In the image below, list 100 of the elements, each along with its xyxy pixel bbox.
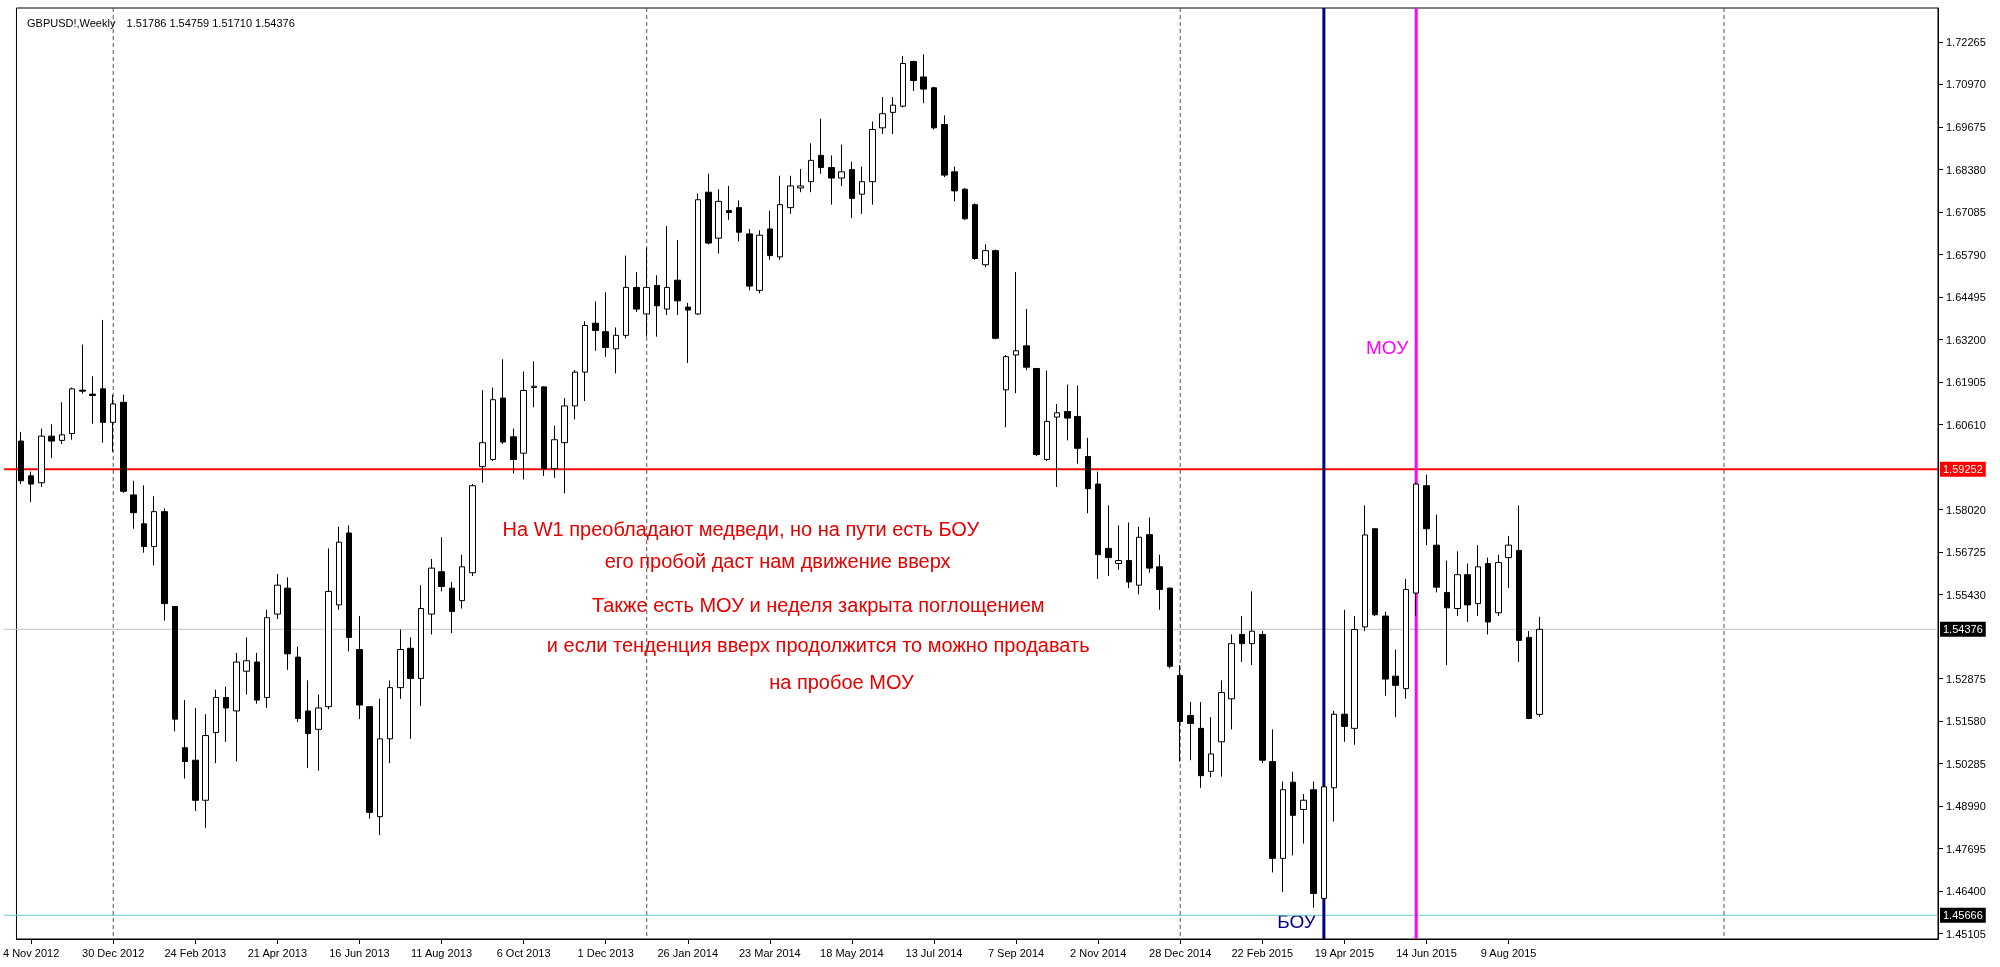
candlestick bbox=[1526, 630, 1532, 720]
candlestick bbox=[643, 247, 650, 338]
candlestick bbox=[787, 175, 794, 215]
candlestick bbox=[1403, 578, 1409, 700]
candlestick bbox=[182, 699, 188, 780]
candlestick bbox=[1126, 521, 1132, 589]
candlestick bbox=[633, 271, 640, 313]
candlestick bbox=[1187, 701, 1194, 761]
candlestick bbox=[931, 86, 937, 130]
candlestick bbox=[879, 96, 886, 135]
candlestick bbox=[941, 114, 948, 178]
x-tick-label: 14 Jun 2015 bbox=[1396, 946, 1457, 959]
candlestick bbox=[1064, 384, 1071, 441]
candlestick bbox=[1013, 271, 1019, 394]
candlestick bbox=[572, 369, 578, 420]
candlestick bbox=[951, 166, 958, 202]
candlestick bbox=[356, 615, 363, 720]
x-tick-label: 1 Dec 2013 bbox=[577, 946, 634, 959]
candlestick bbox=[325, 547, 332, 710]
candlestick bbox=[1239, 615, 1245, 663]
candlestick bbox=[254, 652, 260, 705]
candlestick bbox=[674, 239, 681, 316]
candlestick bbox=[469, 483, 476, 577]
candlestick bbox=[233, 652, 240, 763]
candlestick bbox=[1280, 781, 1286, 893]
candlestick bbox=[1351, 615, 1358, 746]
ref-line-label: 1.54376 bbox=[1943, 623, 1983, 636]
x-tick-label: 26 Jan 2014 bbox=[657, 946, 719, 959]
annotation: на пробое МОУ bbox=[769, 671, 914, 694]
candlestick bbox=[746, 228, 753, 291]
candlestick bbox=[777, 175, 783, 261]
candlestick bbox=[1136, 526, 1142, 595]
candlestick bbox=[1085, 437, 1091, 514]
y-tick-label: 1.68380 bbox=[1946, 163, 1986, 176]
candlestick bbox=[520, 370, 527, 480]
candlestick bbox=[613, 326, 619, 374]
candlestick bbox=[315, 694, 322, 772]
candlestick bbox=[1218, 679, 1225, 778]
candlestick bbox=[1228, 633, 1235, 730]
candlestick bbox=[1115, 524, 1122, 571]
candlestick bbox=[295, 646, 301, 723]
y-tick-label: 1.50285 bbox=[1946, 757, 1986, 770]
candlestick bbox=[1423, 474, 1430, 546]
candlestick bbox=[1516, 504, 1522, 663]
ref-line-label: БОУ bbox=[1277, 910, 1317, 932]
candlestick bbox=[1095, 471, 1101, 580]
candlestick bbox=[1054, 403, 1060, 488]
candlestick bbox=[715, 188, 722, 255]
candlestick bbox=[1249, 590, 1255, 666]
candlestick bbox=[1454, 550, 1461, 617]
x-tick-label: 2 Nov 2014 bbox=[1070, 946, 1127, 959]
candlestick bbox=[490, 387, 496, 462]
candlestick bbox=[685, 302, 691, 364]
candlestick bbox=[910, 60, 917, 92]
y-tick-label: 1.46400 bbox=[1946, 885, 1986, 898]
candlestick bbox=[1372, 527, 1378, 617]
candlestick bbox=[479, 389, 486, 484]
candlestick bbox=[264, 609, 270, 709]
candlestick bbox=[1290, 771, 1296, 856]
candlestick bbox=[438, 536, 445, 592]
x-tick-label: 6 Oct 2013 bbox=[496, 946, 551, 959]
candlestick bbox=[366, 706, 373, 820]
candlestick bbox=[1259, 630, 1266, 764]
annotation: На W1 преобладают медведи, но на пути есть БОУ bbox=[502, 518, 980, 541]
candlestick bbox=[756, 229, 763, 294]
y-tick-label: 1.51580 bbox=[1946, 715, 1986, 728]
y-tick-label: 1.67085 bbox=[1946, 206, 1986, 219]
candlestick bbox=[531, 360, 537, 408]
y-tick-label: 1.65790 bbox=[1946, 248, 1986, 261]
candlestick bbox=[213, 689, 219, 764]
candlestick bbox=[1269, 728, 1276, 873]
candlestick bbox=[1433, 514, 1440, 593]
candlestick bbox=[992, 249, 999, 340]
candlestick bbox=[1198, 701, 1204, 789]
candlestick bbox=[18, 431, 24, 485]
candlestick bbox=[726, 185, 732, 221]
candlestick bbox=[962, 187, 968, 221]
candlestick bbox=[1464, 563, 1471, 623]
candlestick bbox=[869, 121, 876, 206]
candlestick bbox=[592, 301, 599, 352]
x-tick-label: 21 Apr 2013 bbox=[247, 946, 308, 959]
x-tick-label: 24 Feb 2013 bbox=[164, 946, 227, 959]
candlestick bbox=[428, 558, 435, 635]
candlestick bbox=[202, 713, 209, 829]
y-tick-label: 1.52875 bbox=[1946, 672, 1986, 685]
candlestick bbox=[705, 173, 712, 245]
candlestick bbox=[407, 636, 414, 740]
y-tick-label: 1.55430 bbox=[1946, 588, 1986, 601]
y-tick-label: 1.48990 bbox=[1946, 800, 1986, 813]
candlestick bbox=[920, 53, 927, 104]
candlestick bbox=[1105, 504, 1112, 577]
candlestick bbox=[1156, 554, 1163, 611]
candlestick bbox=[141, 484, 147, 554]
x-tick-label: 7 Sep 2014 bbox=[987, 946, 1045, 959]
candlestick bbox=[664, 225, 670, 316]
y-tick-label: 1.47695 bbox=[1946, 842, 1986, 855]
annotation: его пробой даст нам движение вверх bbox=[604, 550, 951, 573]
x-tick-label: 13 Jul 2014 bbox=[905, 946, 963, 959]
x-tick-label: 16 Jun 2013 bbox=[329, 946, 390, 959]
candlestick bbox=[890, 96, 896, 135]
